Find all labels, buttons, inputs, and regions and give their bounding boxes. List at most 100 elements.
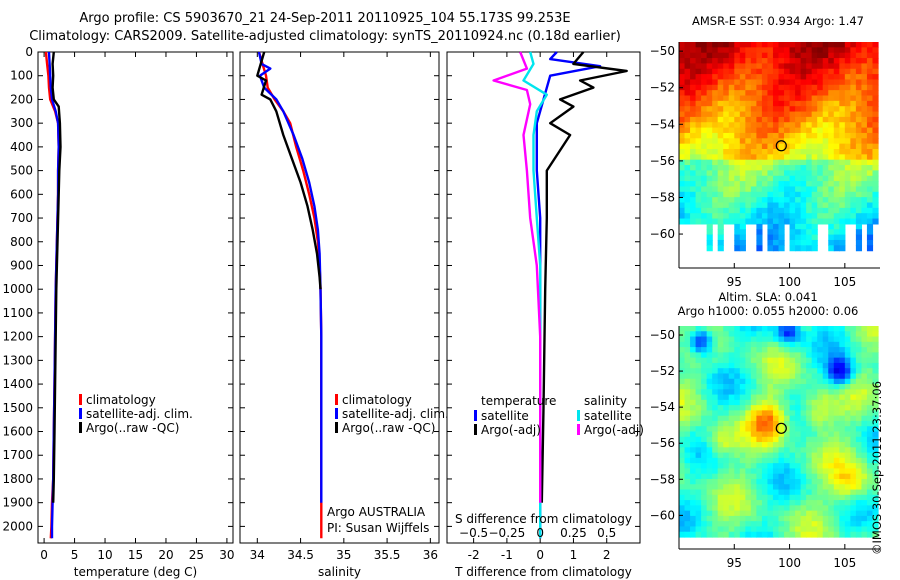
sst-map-cell (706, 111, 713, 118)
sla-map-cell (861, 505, 868, 512)
sla-map-cell (690, 442, 697, 448)
sla-map-cell (866, 347, 874, 353)
sst-map-cell (690, 79, 697, 86)
sla-map-cell (866, 494, 874, 501)
sla-map-cell (817, 526, 824, 533)
sla-map-cell (734, 394, 741, 401)
temperature-ytick-label-19: 1900 (2, 496, 33, 510)
sst-map-cell (706, 122, 713, 129)
sla-map-cell (750, 478, 757, 485)
sst-map-cell (817, 197, 824, 204)
sla-map-cell (701, 341, 708, 348)
sst-map-cell (828, 127, 835, 134)
sst-map-cell (734, 159, 741, 166)
sla-map-cell (784, 515, 791, 522)
sla-map-cell (756, 352, 763, 359)
sla-map-cell (706, 505, 713, 512)
sla-map-cell (784, 442, 791, 448)
sla-map-cell (750, 521, 757, 528)
sst-map-cell (717, 165, 724, 171)
sst-map-cell (684, 159, 691, 166)
sst-map-cell (745, 165, 752, 171)
sla-map-cell (833, 510, 840, 517)
sla-map-cell (728, 410, 735, 417)
sla-map-cell (756, 468, 763, 475)
sst-map-cell (778, 74, 785, 81)
difference-s-tick-label-2: 0 (536, 526, 544, 540)
sst-map-cell (861, 175, 868, 182)
sla-map-cell (761, 478, 769, 485)
sst-map-cell (723, 213, 730, 220)
sla-map-cell (872, 384, 879, 390)
sst-map-cell (778, 42, 785, 48)
sla-map-cell (800, 389, 807, 396)
sla-map-cell (717, 326, 724, 332)
sst-map-cell (795, 213, 802, 220)
sla-map-cell (750, 531, 757, 538)
sla-map-cell (872, 531, 879, 538)
sla-map-cell (817, 384, 824, 390)
sst-map-cell (872, 191, 879, 198)
sst-map-cell (717, 191, 724, 198)
sla-map-cell (817, 489, 824, 496)
sst-map-cell (756, 100, 763, 107)
sst-map-cell (750, 79, 757, 86)
sla-map-cell (872, 415, 879, 422)
sst-map-cell (767, 63, 774, 70)
sst-map-cell (817, 181, 824, 188)
sla-map-cell (828, 352, 835, 359)
sst-map-cell (833, 84, 840, 91)
sst-map-cell (745, 68, 752, 75)
sst-map-cell (833, 52, 840, 59)
sla-map-cell (839, 478, 846, 485)
sst-map-cell (772, 154, 780, 161)
sla-map-cell (745, 442, 752, 448)
sst-map-cell (739, 202, 746, 209)
sla-map-cell (795, 336, 802, 343)
sla-map-cell (844, 384, 851, 390)
sla-map-cell (684, 500, 691, 506)
sla-map-cell (679, 341, 686, 348)
sst-map-cell (750, 186, 757, 193)
sst-map-cell (767, 197, 774, 204)
sst-map-cell (795, 100, 802, 107)
sla-map-cell (833, 352, 840, 359)
sla-map-cell (855, 500, 863, 506)
sla-map-cell (717, 442, 724, 448)
sst-map-cell (817, 63, 824, 70)
sst-map-cell (745, 52, 752, 59)
sla-map-cell (872, 336, 879, 343)
sla-map-cell (756, 384, 763, 390)
sla-map-cell (784, 500, 791, 506)
sla-map-cell (828, 431, 835, 438)
sst-map-cell (795, 111, 802, 118)
sla-map-cell (750, 378, 757, 385)
sla-map-cell (789, 399, 796, 406)
sla-map-cell (800, 399, 807, 406)
sst-map-cell (772, 127, 780, 134)
sla-map-cell (855, 336, 863, 343)
sla-map-cell (717, 489, 724, 496)
sla-map-cell (806, 326, 813, 332)
sst-map-cell (767, 186, 774, 193)
sst-map-cell (701, 202, 708, 209)
sst-map-cell (778, 159, 785, 166)
sla-map-cell (811, 505, 818, 512)
sla-map-cell (701, 500, 708, 506)
sst-map-cell (811, 138, 818, 145)
sst-map-cell (712, 74, 719, 81)
sla-map-cell (811, 468, 818, 475)
sla-map-cell (712, 510, 719, 517)
temperature-xtick-label-4: 20 (158, 548, 173, 562)
sla-map-cell (739, 362, 746, 369)
sla-map-cell (701, 357, 708, 364)
sla-map-cell (690, 352, 697, 359)
sst-map-cell (767, 229, 774, 236)
sst-map-cell (800, 42, 807, 48)
sla-map-cell (817, 389, 824, 396)
sla-map-cell (861, 442, 868, 448)
sst-map-cell (728, 181, 735, 188)
sst-map-ytick-label-1: −52 (650, 81, 675, 95)
sst-map-cell (723, 218, 730, 225)
sst-map-cell (706, 116, 713, 123)
